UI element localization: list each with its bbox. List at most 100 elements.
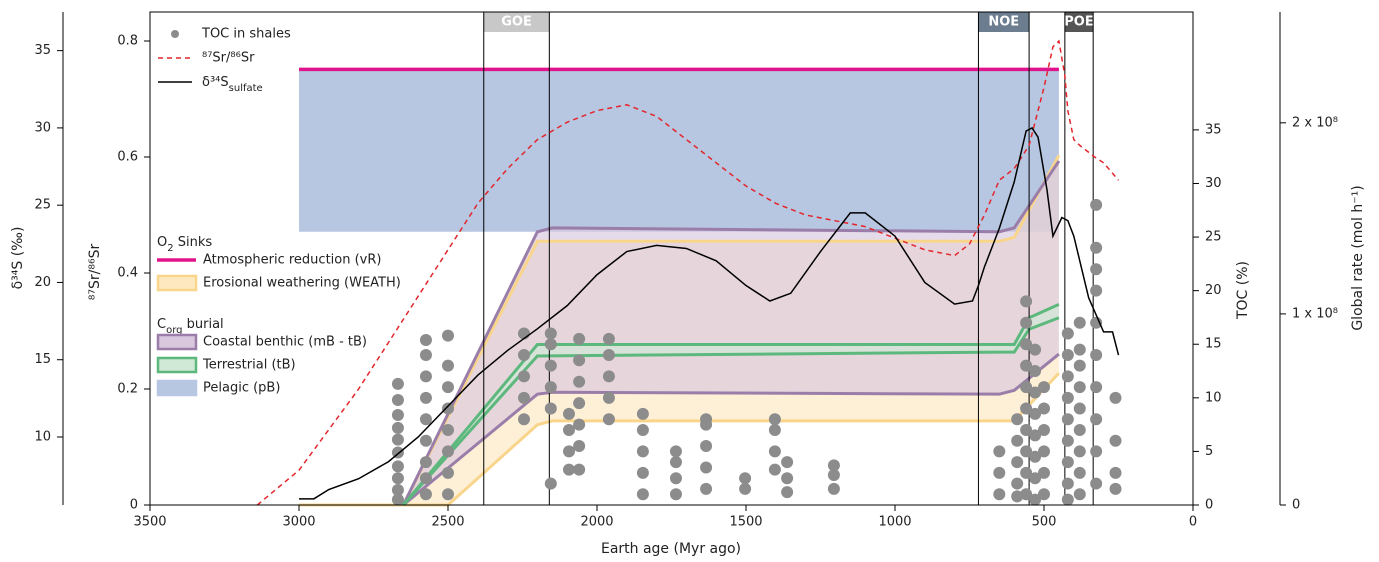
point [636, 445, 649, 458]
point [562, 445, 575, 458]
point [573, 463, 586, 476]
point [419, 370, 432, 383]
x-tick-label: 0 [1189, 515, 1197, 530]
line [256, 39, 1120, 506]
point [1020, 402, 1033, 415]
point [1109, 482, 1122, 495]
point [993, 445, 1006, 458]
point [1011, 434, 1024, 447]
point [602, 332, 615, 345]
point [602, 413, 615, 426]
y-tick-label: 30 [1205, 176, 1222, 191]
y-tick-label: 0 [1292, 498, 1300, 513]
point [1020, 466, 1033, 479]
legend-swatch [156, 379, 198, 397]
point [1011, 413, 1024, 426]
point [1061, 477, 1074, 490]
y-axis-label: ⁸⁷Sr/⁸⁶Sr [87, 244, 103, 301]
y-tick-label: 35 [1205, 122, 1222, 137]
point [781, 486, 794, 499]
text-part: burial [182, 317, 223, 332]
point [419, 391, 432, 404]
text-part: Sinks [174, 235, 213, 250]
point [517, 391, 530, 404]
point [700, 482, 713, 495]
point [419, 456, 432, 469]
point [1029, 493, 1042, 506]
legend-label: ⁸⁷Sr/⁸⁶Sr [202, 51, 255, 66]
point [1090, 284, 1103, 297]
legend-label: Erosional weathering (WEATH) [203, 276, 401, 291]
legend-swatch [171, 30, 179, 38]
point [1029, 450, 1042, 463]
text-part: δ³⁴S [202, 75, 229, 90]
x-tick-label: 2500 [431, 515, 464, 530]
x-tick-label: 3500 [133, 515, 166, 530]
point [1029, 407, 1042, 420]
point [636, 488, 649, 501]
point [544, 381, 557, 394]
y-tick-label: 15 [34, 352, 51, 367]
point [517, 370, 530, 383]
point [544, 359, 557, 372]
y-tick-label: 0.6 [117, 150, 138, 165]
text-part: O [157, 235, 167, 250]
point [669, 456, 682, 469]
y-axis-label: δ³⁴S (‰) [10, 227, 26, 290]
point [602, 348, 615, 361]
legend-group-title: Corg burial [157, 317, 224, 336]
point [419, 488, 432, 501]
point [1011, 477, 1024, 490]
y-tick-label: 0 [1205, 498, 1213, 513]
point [573, 397, 586, 410]
point [602, 370, 615, 383]
point [517, 348, 530, 361]
point [442, 402, 454, 415]
point [419, 472, 432, 485]
point [1029, 386, 1042, 399]
point [573, 440, 586, 453]
point [1020, 381, 1033, 394]
legend-label: Atmospheric reduction (vR) [203, 253, 381, 268]
point [1029, 429, 1042, 442]
point [1011, 456, 1024, 469]
point [768, 463, 781, 476]
point [669, 488, 682, 501]
point [1090, 381, 1103, 394]
legend-swatch [156, 274, 198, 292]
point [700, 413, 713, 426]
point [391, 460, 404, 473]
event-label: GOE [501, 15, 532, 30]
y-tick-label: 25 [34, 198, 51, 213]
x-tick-label: 1500 [729, 515, 762, 530]
point [1090, 241, 1103, 254]
point [391, 377, 404, 390]
event-label: POE [1064, 15, 1093, 30]
point [827, 482, 840, 495]
point [1011, 490, 1024, 503]
text-part: 2 [167, 243, 173, 254]
y-tick-label: 0 [130, 498, 138, 513]
text-part: sulfate [229, 83, 263, 94]
point [544, 477, 557, 490]
point [442, 445, 454, 458]
y-tick-label: 0.2 [117, 382, 138, 397]
point [544, 327, 557, 340]
y-tick-label: 35 [34, 43, 51, 58]
point [1073, 343, 1086, 356]
y-tick-label: 30 [34, 120, 51, 135]
point [391, 421, 404, 434]
point [602, 391, 615, 404]
point [768, 413, 781, 426]
point [1029, 365, 1042, 378]
point [1073, 359, 1086, 372]
point [1109, 434, 1122, 447]
point [1090, 348, 1103, 361]
y-tick-label: 25 [1205, 230, 1222, 245]
point [1061, 456, 1074, 469]
band-edge [402, 302, 1060, 506]
point [1020, 316, 1033, 329]
point [1061, 391, 1074, 404]
y-tick-label: 0.4 [117, 266, 138, 281]
